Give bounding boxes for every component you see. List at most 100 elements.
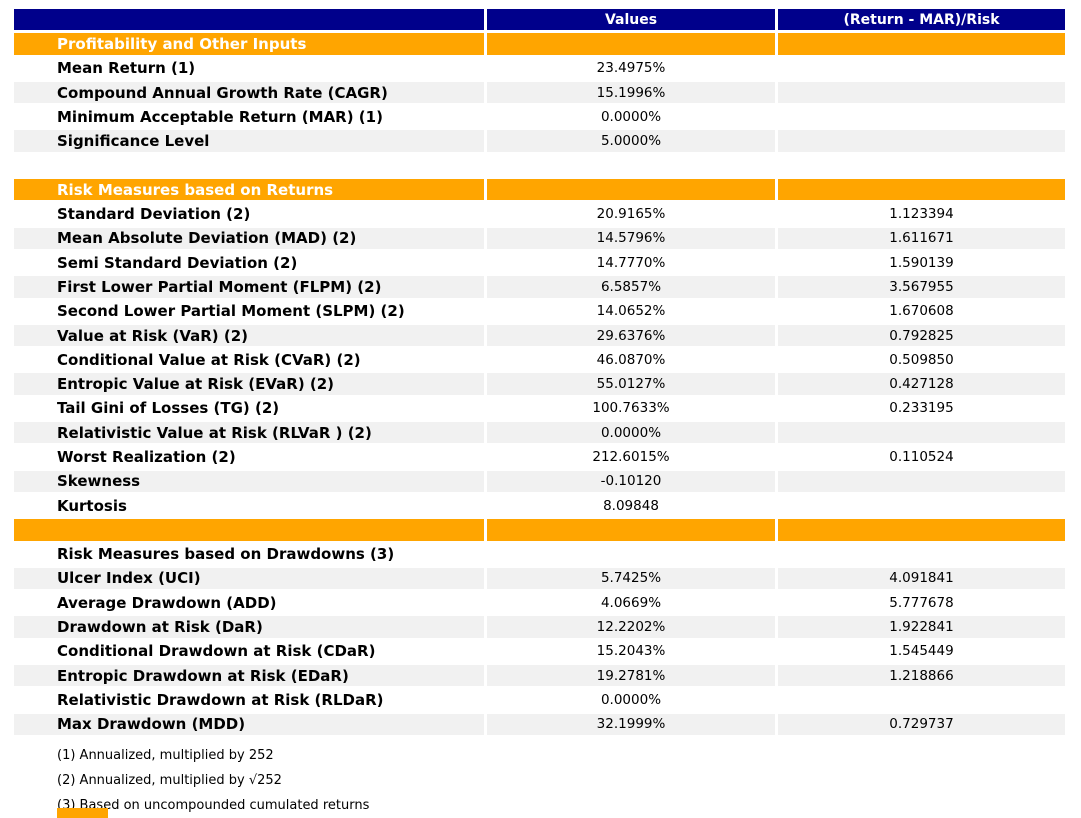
ratio-cell: 5.777678	[778, 592, 1065, 614]
value-cell: 12.2202%	[487, 616, 775, 638]
value-cell: 23.4975%	[487, 57, 775, 79]
row-label: Kurtosis	[14, 494, 484, 517]
row-label: Risk Measures based on Drawdowns (3)	[14, 543, 484, 565]
value-cell: 55.0127%	[487, 373, 775, 395]
table-row: Worst Realization (2) 212.6015% 0.110524	[14, 446, 1065, 468]
ratio-cell	[778, 81, 1065, 104]
section-row: Risk Measures based on Returns	[14, 179, 1065, 201]
value-cell	[487, 33, 775, 55]
ratio-cell: 0.792825	[778, 324, 1065, 347]
table-row: Compound Annual Growth Rate (CAGR) 15.199…	[14, 81, 1065, 104]
row-label: Minimum Acceptable Return (MAR) (1)	[14, 106, 484, 128]
value-cell: 0.0000%	[487, 689, 775, 711]
section-row: Profitability and Other Inputs	[14, 33, 1065, 55]
row-label: Relativistic Value at Risk (RLVaR ) (2)	[14, 422, 484, 444]
ratio-cell	[778, 106, 1065, 128]
value-cell: 5.0000%	[487, 130, 775, 152]
row-label: Conditional Drawdown at Risk (CDaR)	[14, 640, 484, 663]
value-cell	[487, 543, 775, 565]
ratio-cell	[778, 33, 1065, 55]
row-label: Standard Deviation (2)	[14, 203, 484, 225]
value-cell: 19.2781%	[487, 665, 775, 687]
row-label: Profitability and Other Inputs	[14, 33, 484, 55]
table-row: Conditional Value at Risk (CVaR) (2) 46.0…	[14, 349, 1065, 371]
value-cell: 15.2043%	[487, 640, 775, 663]
row-label: Significance Level	[14, 130, 484, 152]
ratio-cell	[778, 519, 1065, 541]
ratio-cell: 0.233195	[778, 397, 1065, 420]
footnote-1: (1) Annualized, multiplied by 252	[57, 747, 274, 763]
table-row: Minimum Acceptable Return (MAR) (1) 0.000…	[14, 106, 1065, 128]
value-cell: 32.1999%	[487, 713, 775, 735]
table-row: Kurtosis 8.09848	[14, 494, 1065, 517]
row-label: Compound Annual Growth Rate (CAGR)	[14, 81, 484, 104]
table-row: Relativistic Drawdown at Risk (RLDaR) 0.0…	[14, 689, 1065, 711]
ratio-cell	[778, 543, 1065, 565]
value-cell: 29.6376%	[487, 324, 775, 347]
table-row: Mean Return (1) 23.4975%	[14, 57, 1065, 79]
row-label: Worst Realization (2)	[14, 446, 484, 468]
column-header-values: Values	[487, 9, 775, 31]
value-cell	[487, 179, 775, 201]
spacer-row	[14, 154, 1065, 177]
table-row: Skewness -0.10120	[14, 470, 1065, 492]
value-cell: -0.10120	[487, 470, 775, 492]
value-cell: 20.9165%	[487, 203, 775, 225]
ratio-cell	[778, 494, 1065, 517]
table-row: Drawdown at Risk (DaR) 12.2202% 1.922841	[14, 616, 1065, 638]
row-label	[14, 519, 484, 541]
row-label: Drawdown at Risk (DaR)	[14, 616, 484, 638]
value-cell: 14.5796%	[487, 227, 775, 249]
ratio-cell: 1.123394	[778, 203, 1065, 225]
table-row: Entropic Value at Risk (EVaR) (2) 55.0127…	[14, 373, 1065, 395]
value-cell: 46.0870%	[487, 349, 775, 371]
footnote-2: (2) Annualized, multiplied by √252	[57, 772, 282, 788]
row-label: Max Drawdown (MDD)	[14, 713, 484, 735]
value-cell	[487, 519, 775, 541]
value-cell: 15.1996%	[487, 81, 775, 104]
table-row: Standard Deviation (2) 20.9165% 1.123394	[14, 203, 1065, 225]
ratio-cell: 0.110524	[778, 446, 1065, 468]
risk-metrics-table: Values (Return - MAR)/Risk Profitability…	[11, 6, 1068, 738]
value-cell	[487, 154, 775, 177]
ratio-cell: 0.509850	[778, 349, 1065, 371]
ratio-cell	[778, 179, 1065, 201]
table-header-row: Values (Return - MAR)/Risk	[14, 9, 1065, 31]
ratio-cell: 0.427128	[778, 373, 1065, 395]
table-row: Entropic Drawdown at Risk (EDaR) 19.2781%…	[14, 665, 1065, 687]
value-cell: 4.0669%	[487, 592, 775, 614]
ratio-cell	[778, 154, 1065, 177]
ratio-cell	[778, 470, 1065, 492]
subheader-row: Risk Measures based on Drawdowns (3)	[14, 543, 1065, 565]
row-label: Mean Return (1)	[14, 57, 484, 79]
table-row: Second Lower Partial Moment (SLPM) (2) 14…	[14, 300, 1065, 322]
row-label: First Lower Partial Moment (FLPM) (2)	[14, 276, 484, 298]
value-cell: 14.7770%	[487, 251, 775, 274]
row-label: Entropic Value at Risk (EVaR) (2)	[14, 373, 484, 395]
value-cell: 5.7425%	[487, 567, 775, 590]
table-row: Conditional Drawdown at Risk (CDaR) 15.20…	[14, 640, 1065, 663]
row-label: Value at Risk (VaR) (2)	[14, 324, 484, 347]
ratio-cell: 1.218866	[778, 665, 1065, 687]
value-cell: 14.0652%	[487, 300, 775, 322]
value-cell: 6.5857%	[487, 276, 775, 298]
ratio-cell	[778, 130, 1065, 152]
table-row: First Lower Partial Moment (FLPM) (2) 6.5…	[14, 276, 1065, 298]
table-row: Ulcer Index (UCI) 5.7425% 4.091841	[14, 567, 1065, 590]
value-cell: 0.0000%	[487, 106, 775, 128]
row-label: Ulcer Index (UCI)	[14, 567, 484, 590]
value-cell: 212.6015%	[487, 446, 775, 468]
table-row: Value at Risk (VaR) (2) 29.6376% 0.792825	[14, 324, 1065, 347]
row-label: Entropic Drawdown at Risk (EDaR)	[14, 665, 484, 687]
footnotes: (1) Annualized, multiplied by 252 (2) An…	[57, 743, 1081, 818]
table-row: Relativistic Value at Risk (RLVaR ) (2) 0…	[14, 422, 1065, 444]
ratio-cell	[778, 422, 1065, 444]
ratio-cell: 1.611671	[778, 227, 1065, 249]
value-cell: 0.0000%	[487, 422, 775, 444]
ratio-cell: 1.590139	[778, 251, 1065, 274]
section-row	[14, 519, 1065, 541]
table-row: Mean Absolute Deviation (MAD) (2) 14.5796…	[14, 227, 1065, 249]
ratio-cell: 1.670608	[778, 300, 1065, 322]
row-label	[14, 154, 484, 177]
